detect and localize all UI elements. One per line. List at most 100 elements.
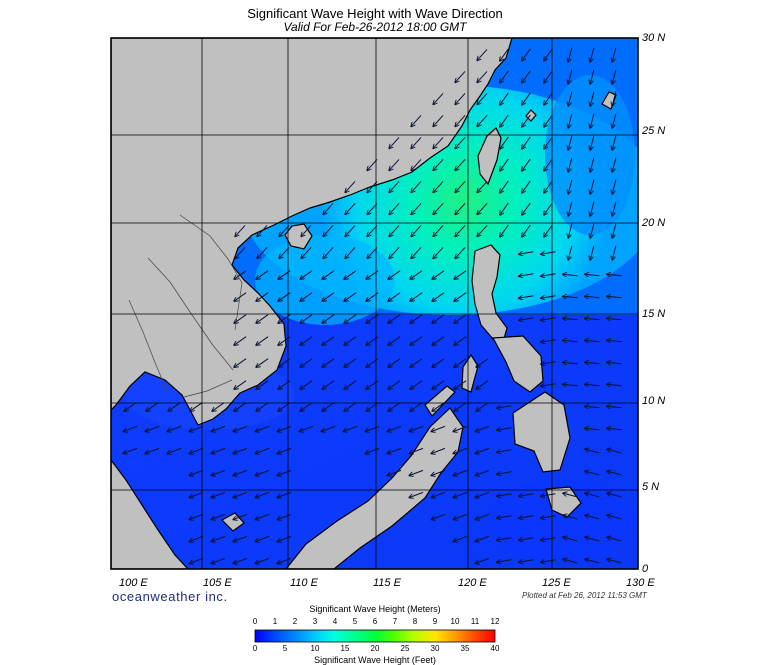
wave-direction-arrow	[522, 180, 531, 193]
wave-direction-arrow	[256, 292, 269, 302]
meters-tick-label: 7	[392, 617, 398, 626]
wave-direction-arrow	[500, 158, 509, 171]
wave-direction-arrow	[344, 270, 357, 280]
wave-direction-arrow	[409, 447, 424, 453]
longitude-labels: 100 E 105 E 110 E 115 E 120 E 125 E 130 …	[119, 577, 655, 589]
legend-colorbar	[254, 629, 496, 643]
wave-direction-arrow	[541, 340, 556, 343]
wave-direction-arrow	[541, 362, 556, 365]
wave-direction-arrow	[345, 247, 356, 258]
plotted-timestamp: Plotted at Feb 26, 2012 11:53 GMT	[522, 591, 647, 600]
lon-label-110e: 110 E	[290, 577, 319, 589]
wave-direction-arrow	[568, 91, 573, 106]
wave-direction-arrow	[612, 157, 617, 172]
wave-direction-arrow	[145, 425, 160, 431]
wave-direction-arrow	[432, 270, 445, 280]
wave-direction-arrow	[541, 494, 556, 497]
wave-direction-arrow	[607, 274, 622, 275]
wave-direction-arrow	[257, 247, 268, 258]
wave-direction-arrow	[563, 340, 578, 341]
wave-direction-arrow	[519, 494, 534, 497]
wave-direction-arrow	[300, 270, 313, 280]
wave-direction-arrow	[475, 535, 490, 541]
wave-direction-arrow	[453, 513, 468, 519]
wave-direction-arrow	[409, 469, 424, 475]
wave-direction-arrow	[387, 425, 402, 431]
wave-direction-arrow	[477, 203, 488, 214]
wave-direction-arrow	[277, 425, 292, 431]
wave-direction-arrow	[322, 402, 335, 412]
wave-direction-arrow	[322, 314, 335, 324]
wave-direction-arrow	[500, 180, 509, 193]
legend-colorbar-fill	[254, 629, 496, 643]
wave-direction-arrow	[541, 318, 556, 321]
feet-tick-label: 5	[282, 644, 288, 653]
wave-direction-arrow	[344, 314, 357, 324]
wave-direction-arrow	[409, 491, 424, 497]
wave-direction-arrow	[519, 252, 534, 255]
wave-direction-arrow	[544, 224, 553, 237]
wave-direction-arrow	[568, 223, 573, 238]
wave-direction-arrow	[322, 358, 335, 368]
feet-tick-label: 30	[430, 644, 440, 653]
wave-direction-arrow	[500, 224, 509, 237]
wave-direction-arrow	[389, 137, 400, 148]
wave-direction-arrow	[519, 516, 534, 519]
wave-direction-arrow	[453, 447, 468, 453]
wave-direction-arrow	[431, 447, 446, 453]
wave-direction-arrow	[475, 469, 490, 475]
wave-direction-arrow	[279, 247, 290, 258]
wave-direction-arrow	[431, 513, 446, 519]
wave-direction-arrow	[563, 559, 578, 564]
wave-direction-arrow	[432, 292, 445, 302]
wave-direction-arrow	[453, 469, 468, 475]
wave-direction-arrow	[410, 336, 423, 346]
wave-direction-arrow	[235, 247, 246, 258]
wave-direction-arrow	[233, 447, 248, 453]
wave-direction-arrow	[300, 358, 313, 368]
wave-direction-arrow	[387, 469, 402, 475]
cambodia-coast-border	[183, 379, 233, 398]
wave-direction-arrow	[123, 447, 138, 453]
wave-direction-arrow	[522, 158, 531, 171]
wave-direction-arrow	[322, 336, 335, 346]
wave-direction-arrow	[454, 336, 467, 346]
wave-direction-arrow	[568, 157, 573, 172]
wave-direction-arrow	[344, 292, 357, 302]
wave-direction-arrow	[189, 557, 204, 563]
wave-direction-arrow	[431, 491, 446, 497]
wave-direction-arrow	[477, 225, 488, 236]
wave-direction-arrow	[255, 447, 270, 453]
lat-label-30n: 30 N	[642, 32, 665, 44]
wave-direction-arrow	[411, 115, 422, 126]
wave-direction-arrow	[454, 270, 467, 280]
lat-label-0: 0	[642, 563, 649, 575]
wave-direction-arrow	[568, 201, 573, 216]
wave-direction-arrow	[321, 425, 336, 431]
wave-direction-arrow	[277, 491, 292, 497]
wave-direction-arrow	[544, 136, 553, 149]
wave-direction-arrow	[522, 48, 531, 61]
feet-tick-label: 10	[310, 644, 320, 653]
wave-direction-arrow	[585, 493, 600, 498]
wave-direction-arrow	[365, 447, 380, 453]
wave-direction-arrow	[522, 70, 531, 83]
wave-direction-arrow	[211, 469, 226, 475]
wave-direction-arrow	[432, 358, 445, 368]
wave-direction-arrow	[233, 535, 248, 541]
map-frame	[110, 37, 639, 570]
wave-direction-arrow	[455, 115, 466, 126]
wave-direction-arrow	[300, 380, 313, 390]
wave-direction-arrow	[410, 380, 423, 390]
wave-direction-arrow	[455, 71, 466, 82]
lat-lon-grid	[111, 38, 638, 569]
laos-border	[179, 214, 243, 331]
wave-direction-arrow	[343, 425, 358, 431]
wave-direction-arrow	[585, 406, 600, 407]
wave-direction-arrow	[234, 270, 247, 280]
wave-direction-arrow	[367, 203, 378, 214]
wave-direction-arrow	[585, 384, 600, 385]
meters-tick-label: 8	[412, 617, 418, 626]
wave-direction-arrow	[607, 340, 622, 341]
wave-direction-arrow	[568, 113, 573, 128]
